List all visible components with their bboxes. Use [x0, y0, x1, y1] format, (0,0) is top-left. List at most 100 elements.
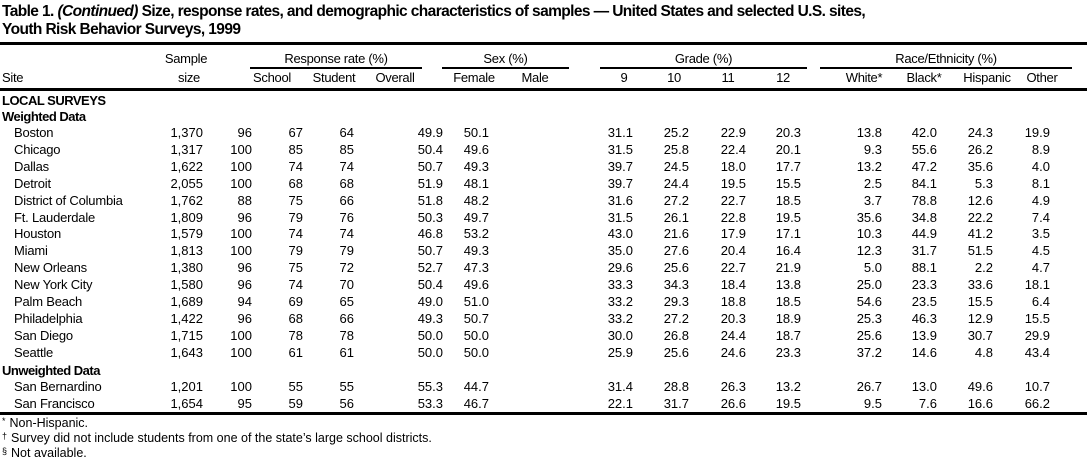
- cell-female: 50.0: [417, 327, 443, 343]
- cell-grade-12: 20.3: [775, 125, 801, 140]
- cell-female: 49.9: [417, 125, 443, 140]
- cell-grade-11: 18.8: [720, 294, 746, 309]
- section-local-surveys: LOCAL SURVEYS: [2, 93, 106, 108]
- cell-school: 94: [237, 294, 252, 309]
- cell-overall: 64: [339, 125, 354, 140]
- site-name: Ft. Lauderdale: [14, 209, 96, 225]
- cell-grade-11: 18.0: [720, 158, 746, 174]
- cell-student: 85: [288, 141, 303, 157]
- cell-overall: 85: [339, 141, 354, 157]
- cell-other: 8.9: [1031, 141, 1050, 157]
- cell-grade-9: 31.4: [607, 379, 633, 394]
- cell-grade-10: 26.1: [663, 209, 689, 225]
- cell-grade-12: 18.5: [775, 192, 801, 208]
- cell-sample-size: 1,813: [170, 243, 203, 259]
- cell-other: 4.0: [1031, 158, 1050, 174]
- cell-grade-12: 20.1: [775, 141, 801, 157]
- site-name: San Bernardino: [14, 379, 102, 394]
- cell-grade-9: 35.0: [607, 243, 633, 259]
- cell-grade-9: 31.5: [607, 141, 633, 157]
- cell-grade-12: 21.9: [775, 260, 801, 276]
- cell-grade-10: 29.3: [663, 294, 689, 309]
- column-header-grade-11: 11: [721, 70, 735, 85]
- site-name: Philadelphia: [14, 310, 83, 326]
- cell-grade-9: 29.6: [607, 260, 633, 276]
- cell-grade-10: 27.2: [663, 310, 689, 326]
- cell-sample-size: 1,622: [170, 158, 203, 174]
- group-grade: Grade (%): [674, 51, 733, 66]
- cell-black: 23.5: [911, 294, 937, 309]
- cell-grade-10: 31.7: [663, 395, 689, 411]
- cell-white: 25.6: [856, 327, 882, 343]
- cell-student: 75: [288, 260, 303, 276]
- bottom-rule: [0, 412, 1087, 415]
- group-response-rate: Response rate (%): [284, 51, 388, 66]
- cell-female: 51.8: [417, 192, 443, 208]
- cell-black: 7.6: [918, 395, 937, 411]
- column-header-male: Male: [521, 70, 549, 85]
- cell-black: 88.1: [911, 260, 937, 276]
- cell-school: 95: [237, 395, 252, 411]
- cell-other: 4.7: [1031, 260, 1050, 276]
- cell-school: 100: [230, 379, 252, 394]
- cell-hispanic: 33.6: [967, 277, 993, 293]
- cell-school: 96: [237, 209, 252, 225]
- table-row: Seattle 1,643 100 61 61 50.0 50.0 25.9 25.6 24.6 2…: [0, 345, 1087, 361]
- cell-male: 48.2: [463, 192, 489, 208]
- cell-sample-size: 1,370: [170, 125, 203, 140]
- group-sex: Sex (%): [483, 51, 528, 66]
- cell-hispanic: 4.8: [974, 344, 993, 360]
- cell-white: 25.3: [856, 310, 882, 326]
- cell-grade-9: 39.7: [607, 175, 633, 191]
- cell-female: 46.8: [417, 226, 443, 242]
- cell-male: 49.6: [463, 141, 489, 157]
- cell-sample-size: 1,654: [170, 395, 203, 411]
- cell-white: 2.5: [863, 175, 882, 191]
- cell-female: 55.3: [417, 379, 443, 394]
- cell-female: 52.7: [417, 260, 443, 276]
- cell-sample-size: 2,055: [170, 175, 203, 191]
- cell-grade-11: 26.3: [720, 379, 746, 394]
- table-row: Detroit 2,055 100 68 68 51.9 48.1 39.7 24.4 19.5 1…: [0, 176, 1087, 192]
- cell-grade-9: 31.5: [607, 209, 633, 225]
- table-row: San Francisco 1,654 95 59 56 53.3 46.7 22.1 31.7…: [0, 396, 1087, 412]
- footnote-non-hispanic: * Non-Hispanic.: [2, 416, 88, 430]
- cell-overall: 66: [339, 310, 354, 326]
- cell-male: 50.0: [463, 327, 489, 343]
- cell-grade-12: 13.2: [775, 379, 801, 394]
- footnote-text: Survey did not include students from one…: [11, 431, 432, 445]
- table-row: Ft. Lauderdale 1,809 96 79 76 50.3 49.7 31.5 26.…: [0, 210, 1087, 226]
- cell-grade-11: 22.9: [720, 125, 746, 140]
- cell-school: 88: [237, 192, 252, 208]
- cell-school: 100: [230, 158, 252, 174]
- cell-grade-9: 22.1: [607, 395, 633, 411]
- cell-school: 96: [237, 260, 252, 276]
- cell-male: 48.1: [463, 175, 489, 191]
- cell-white: 13.2: [856, 158, 882, 174]
- cell-school: 100: [230, 344, 252, 360]
- footnote-mark: *: [2, 416, 6, 426]
- cell-school: 96: [237, 277, 252, 293]
- header-site: Site: [2, 70, 24, 85]
- cell-female: 50.7: [417, 158, 443, 174]
- cell-other: 3.5: [1031, 226, 1050, 242]
- footnote-text: Non-Hispanic.: [9, 416, 89, 430]
- section-unweighted-data: Unweighted Data: [2, 363, 100, 378]
- cell-student: 74: [288, 226, 303, 242]
- cell-hispanic: 2.2: [974, 260, 993, 276]
- cell-other: 4.9: [1031, 192, 1050, 208]
- cell-hispanic: 51.5: [967, 243, 993, 259]
- cell-overall: 55: [339, 379, 354, 394]
- site-name: Houston: [14, 226, 62, 242]
- cell-school: 100: [230, 141, 252, 157]
- cell-overall: 79: [339, 243, 354, 259]
- footnote-mark: §: [2, 446, 8, 456]
- cell-white: 12.3: [856, 243, 882, 259]
- cell-sample-size: 1,715: [170, 327, 203, 343]
- cell-male: 47.3: [463, 260, 489, 276]
- cell-sample-size: 1,643: [170, 344, 203, 360]
- table-row: New Orleans 1,380 96 75 72 52.7 47.3 29.6 25.6 22…: [0, 260, 1087, 276]
- header-rule: [0, 88, 1087, 91]
- cell-sample-size: 1,201: [170, 379, 203, 394]
- cell-black: 46.3: [911, 310, 937, 326]
